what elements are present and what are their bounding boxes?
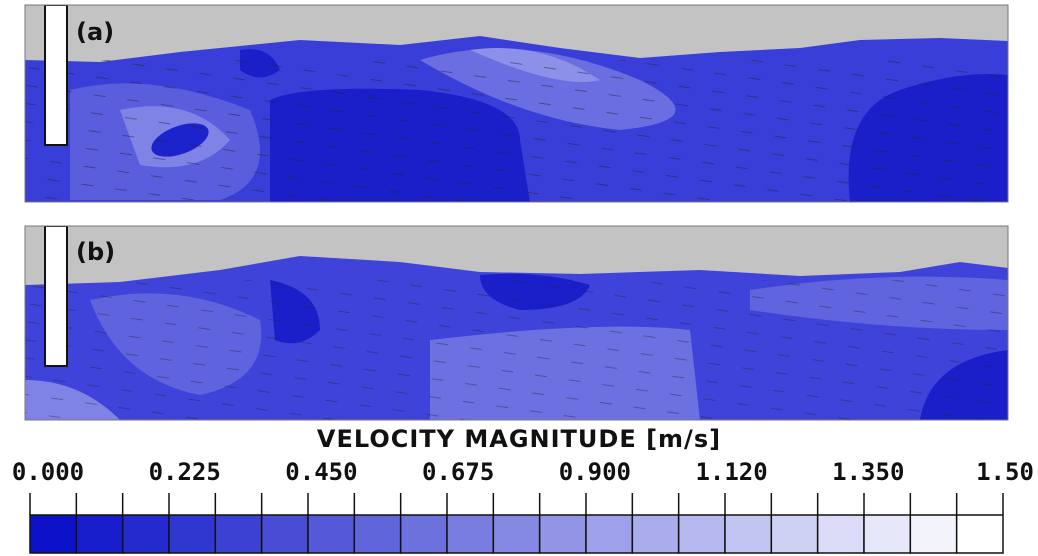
colorbar-cell [29, 514, 78, 554]
colorbar-cell [816, 514, 865, 554]
panel-frame [24, 225, 1009, 421]
colorbar-tick-label: 1.50 [976, 458, 1034, 486]
colorbar-cell [631, 514, 680, 554]
colorbar-cell [353, 514, 402, 554]
panel-label: (a) [76, 18, 114, 46]
colorbar-cell [446, 514, 495, 554]
colorbar-cell [909, 514, 958, 554]
panel-frame [24, 4, 1009, 203]
colorbar: 0.000 0.225 0.450 0.675 0.900 1.120 1.350 1.50 [12, 458, 1034, 554]
colorbar-tick-label: 0.900 [559, 458, 631, 486]
colorbar-cell [75, 514, 124, 554]
colorbar-cell [121, 514, 170, 554]
colorbar-cell [770, 514, 819, 554]
colorbar-title: VELOCITY MAGNITUDE [m/s] [317, 425, 721, 453]
colorbar-tick-label: 0.450 [285, 458, 357, 486]
colorbar-cell [955, 514, 1004, 554]
colorbar-cell [538, 514, 587, 554]
colorbar-cell [214, 514, 263, 554]
colorbar-tick-label: 1.350 [832, 458, 904, 486]
contour-panel-a [25, 5, 1008, 202]
colorbar-cell [863, 514, 912, 554]
colorbar-tick-label: 1.120 [695, 458, 767, 486]
panel-label: (b) [76, 238, 115, 266]
colorbar-cell [492, 514, 541, 554]
colorbar-cell [260, 514, 309, 554]
colorbar-tick-label: 0.225 [149, 458, 221, 486]
contour-panel-b [25, 226, 1008, 420]
colorbar-cell [307, 514, 356, 554]
colorbar-cell [677, 514, 726, 554]
colorbar-tick-label: 0.000 [12, 458, 84, 486]
colorbar-cell [168, 514, 217, 554]
colorbar-cell [585, 514, 634, 554]
colorbar-cell [724, 514, 773, 554]
colorbar-tick-label: 0.675 [422, 458, 494, 486]
colorbar-cell [399, 514, 448, 554]
